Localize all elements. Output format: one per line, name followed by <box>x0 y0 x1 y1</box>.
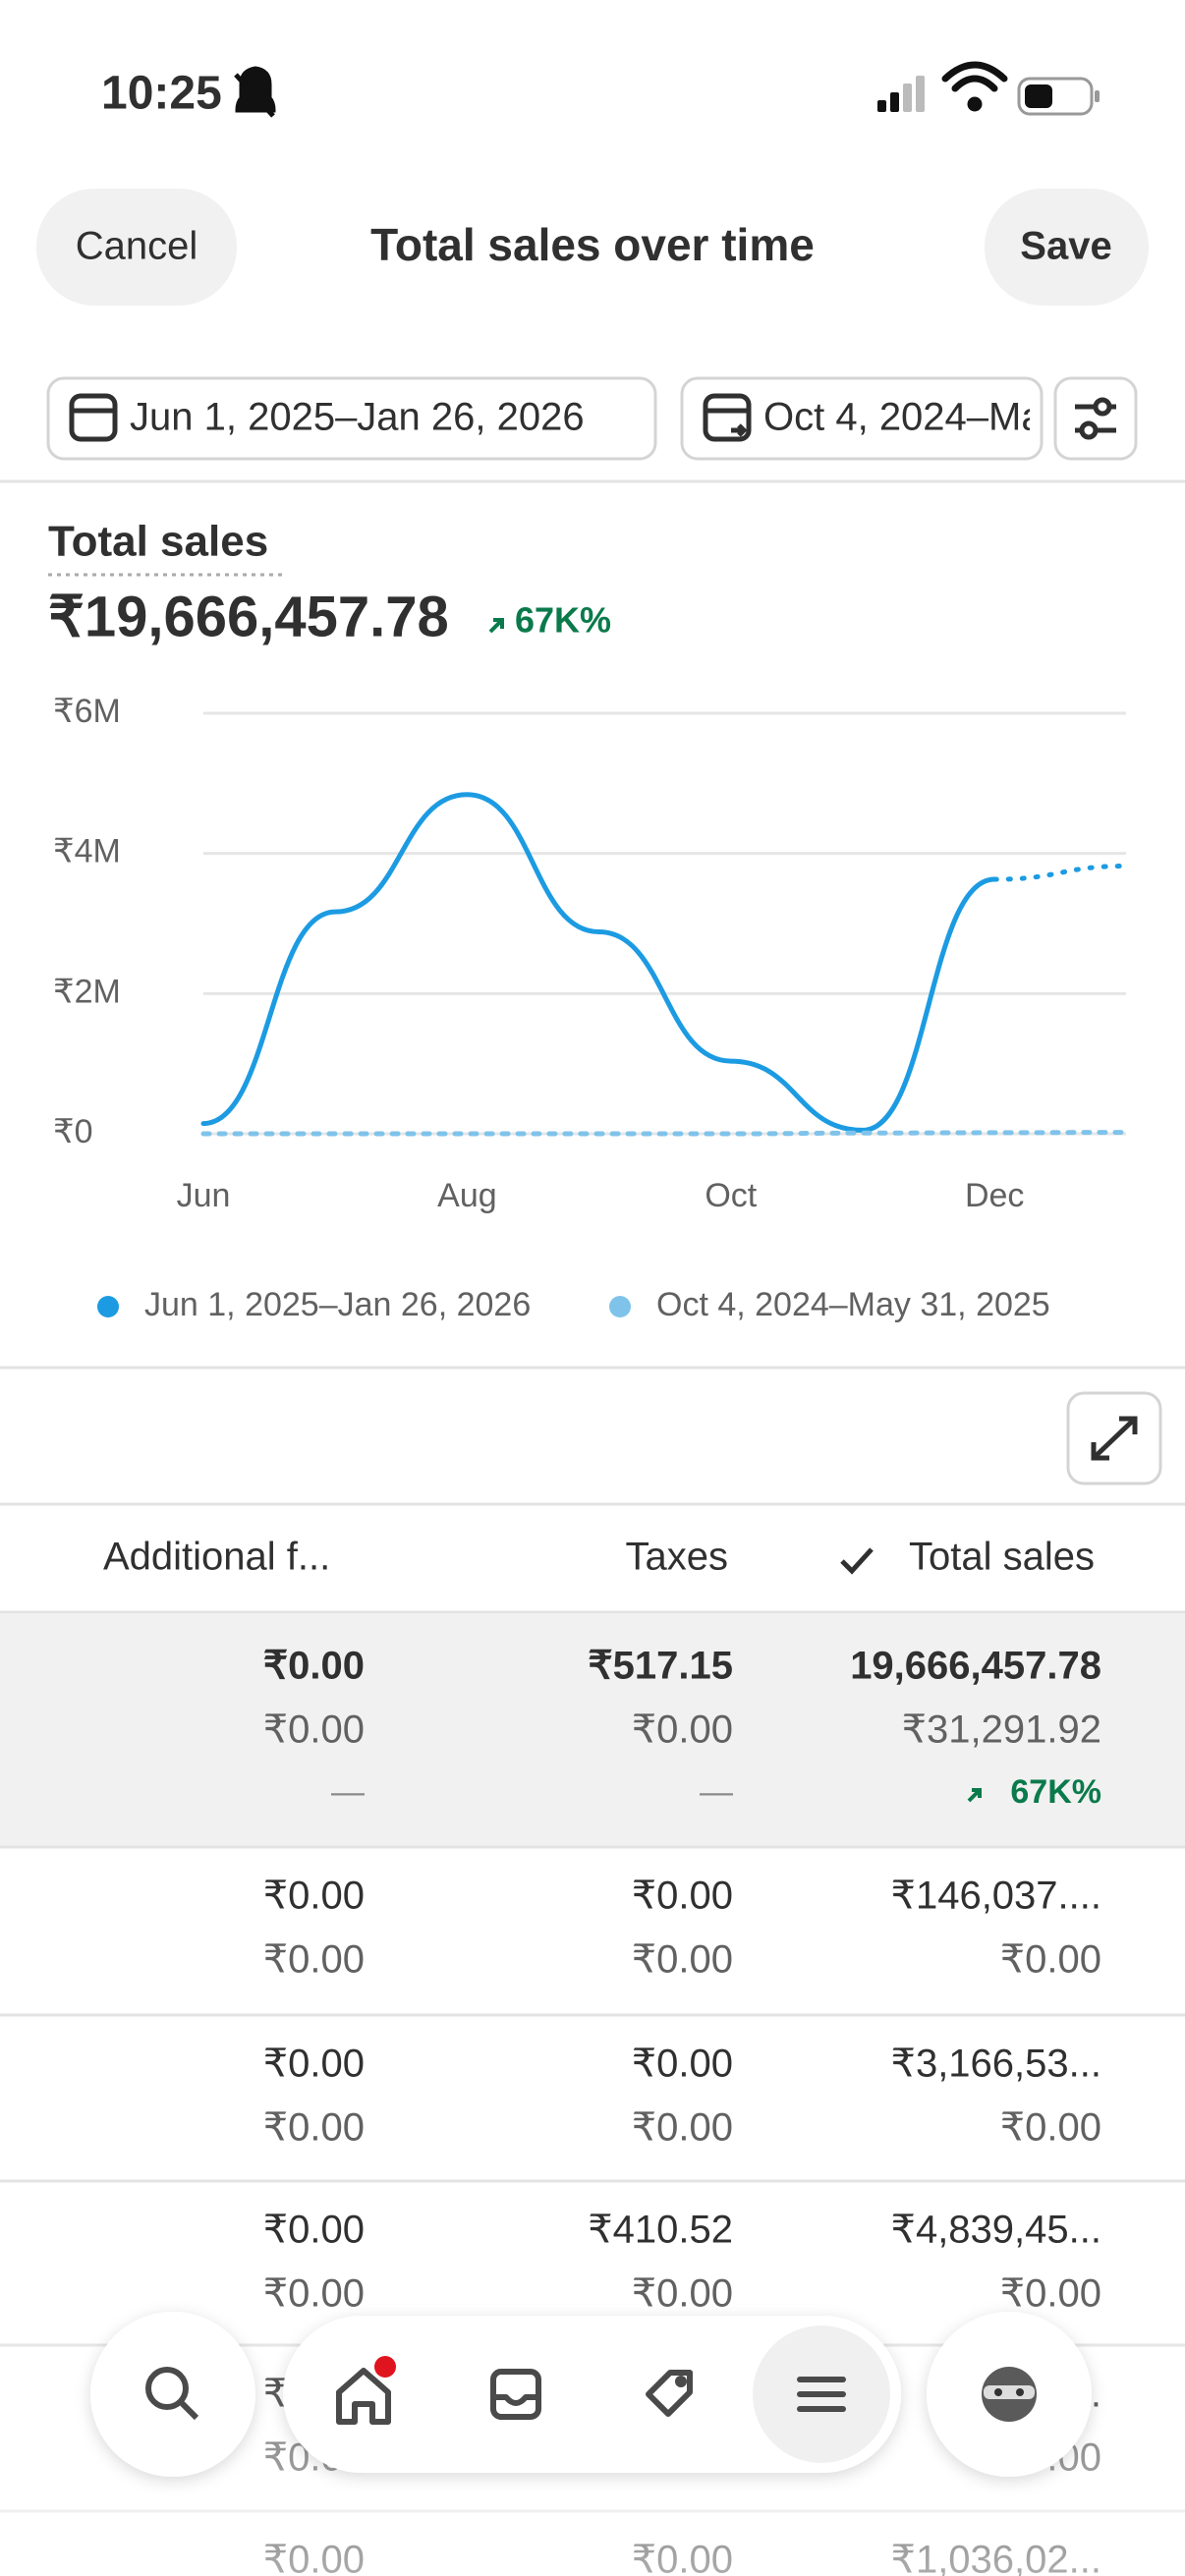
legend-label: Oct 4, 2024–May 31, 2025 <box>656 1286 1050 1323</box>
column-header: Total sales <box>909 1536 1095 1579</box>
summary-cell: ₹0.00 <box>632 1708 733 1752</box>
table-cell: ₹0.00 <box>1000 2106 1101 2150</box>
summary-cell: ₹31,291.92 <box>902 1708 1101 1752</box>
menu-icon[interactable] <box>797 2377 846 2412</box>
table-cell: ₹0.00 <box>632 1875 733 1918</box>
signal-icon <box>877 76 925 112</box>
inbox-icon[interactable] <box>490 2369 541 2420</box>
compare-calendar-icon <box>703 393 752 442</box>
metric-value: ₹19,666,457.78 <box>48 585 449 648</box>
data-table: Additional f... Taxes Total sales ₹0.00 ₹0.0… <box>0 1502 1185 2576</box>
summary-cell: ₹517.15 <box>588 1645 733 1688</box>
table-cell: ₹410.52 <box>588 2209 733 2252</box>
series-line <box>200 792 997 1133</box>
table-cell: ₹4,839,45... <box>891 2209 1102 2252</box>
save-label: Save <box>1020 225 1111 268</box>
table-cell: ₹146,037.... <box>891 1875 1102 1918</box>
date-range-button[interactable] <box>46 376 657 461</box>
table-cell: ₹0.00 <box>263 1938 365 1982</box>
y-tick-label: ₹6M <box>53 693 121 730</box>
summary-cell: ₹0.00 <box>263 1708 365 1752</box>
table-cell: ₹0.00 <box>263 2043 365 2086</box>
legend-label: Jun 1, 2025–Jan 26, 2026 <box>144 1286 531 1323</box>
wifi-icon <box>941 61 1008 112</box>
status-time: 10:25 <box>101 68 222 120</box>
y-tick-label: ₹0 <box>53 1113 93 1150</box>
legend-marker <box>97 1296 119 1317</box>
table-cell: ₹0.00 <box>263 2209 365 2252</box>
y-tick-label: ₹4M <box>53 833 121 870</box>
x-tick-label: Oct <box>705 1177 757 1214</box>
table-cell: ₹0.00 <box>1000 1938 1101 1982</box>
search-icon <box>145 2367 199 2421</box>
comparison-range-button[interactable] <box>680 376 1044 461</box>
comparison-range-label: Oct 4, 2024–May 31, 2025 <box>763 396 1185 439</box>
change-arrow <box>967 1788 982 1803</box>
metric-label: Total sales <box>48 518 268 566</box>
avatar-icon <box>982 2367 1037 2422</box>
series-line <box>200 1130 1129 1137</box>
column-header: Taxes <box>626 1536 729 1579</box>
chart: ₹0 ₹2M ₹4M ₹6M Jun Aug Oct Dec Jun 1, 2025–Jan 2… <box>53 693 1129 1323</box>
summary-row <box>0 1614 1185 1846</box>
metric-change: 67K% <box>515 600 611 641</box>
x-tick-label: Dec <box>965 1177 1024 1214</box>
search-button[interactable] <box>90 2312 255 2477</box>
tab-bar <box>283 2316 901 2473</box>
x-tick-label: Aug <box>437 1177 497 1214</box>
cancel-label: Cancel <box>76 225 198 268</box>
x-tick-label: Jun <box>177 1177 231 1214</box>
table-cell: ₹0.00 <box>263 2106 365 2150</box>
legend-marker <box>609 1296 631 1317</box>
tag-icon[interactable] <box>646 2370 693 2417</box>
notification-dot <box>374 2356 396 2378</box>
summary-cell: 19,666,457.78 <box>850 1645 1101 1688</box>
sort-check <box>840 1547 874 1575</box>
date-range-label: Jun 1, 2025–Jan 26, 2026 <box>130 396 585 439</box>
cancel-button[interactable] <box>36 189 237 306</box>
table-cell: ₹0.00 <box>632 2106 733 2150</box>
table-cell: ₹0.00 <box>263 1875 365 1918</box>
table-cell: ₹0.00 <box>632 1938 733 1982</box>
change-arrow <box>488 618 504 634</box>
page-title: Total sales over time <box>370 219 815 270</box>
y-tick-label: ₹2M <box>53 973 121 1010</box>
mute-icon <box>234 66 276 118</box>
bottom-navigation <box>90 2312 1092 2477</box>
series-line <box>991 864 1129 882</box>
expand-icon <box>1091 1416 1138 1461</box>
filter-button[interactable] <box>1053 376 1138 461</box>
summary-cell: 67K% <box>1010 1773 1101 1811</box>
save-button[interactable] <box>985 189 1149 306</box>
summary-cell: ₹0.00 <box>263 1645 365 1688</box>
battery-icon <box>1017 77 1100 116</box>
table-cell: ₹3,166,53... <box>891 2043 1102 2086</box>
table-cell: ₹0.00 <box>632 2043 733 2086</box>
calendar-icon <box>69 393 118 442</box>
summary-cell: — <box>331 1773 365 1811</box>
filter-icon <box>1075 397 1116 440</box>
column-header: Additional f... <box>103 1536 330 1579</box>
home-icon[interactable] <box>336 2368 391 2425</box>
summary-cell: — <box>700 1773 733 1811</box>
